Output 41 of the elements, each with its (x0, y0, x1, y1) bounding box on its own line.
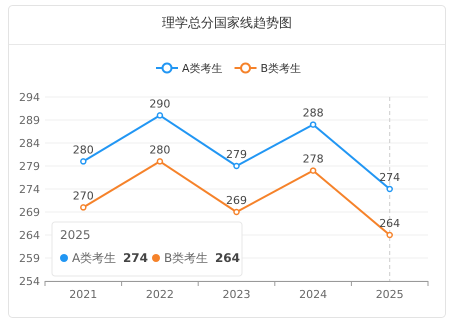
point (156, 158, 164, 165)
y-tick-label: 289 (19, 114, 40, 127)
x-tick-label: 2022 (146, 288, 174, 301)
point (80, 158, 87, 165)
y-tick-label: 264 (19, 229, 40, 242)
data-label: 279 (226, 148, 247, 161)
point (233, 162, 240, 170)
x-tick-label: 2025 (376, 288, 404, 301)
category-label: 2025 (60, 228, 91, 242)
x-tick-label: 2023 (222, 288, 250, 301)
data-label: 290 (149, 97, 170, 110)
y-tick-label: 259 (19, 252, 40, 265)
y-tick-label: 294 (19, 91, 40, 104)
data-label: 288 (302, 106, 324, 120)
point (80, 204, 87, 211)
point (310, 121, 316, 128)
data-label: 280 (72, 143, 94, 156)
x-tick-label: 2021 (69, 288, 98, 301)
point (386, 186, 393, 192)
text: A类考生 (72, 251, 116, 265)
data-label: 269 (226, 194, 247, 207)
data-label: 274 (379, 171, 400, 184)
data-label: 280 (149, 143, 170, 156)
legend-label: B类考生 (164, 251, 208, 265)
annotation: 264 (214, 251, 240, 265)
data-label: 278 (302, 152, 324, 166)
data-label: 270 (72, 189, 94, 202)
x-tick-label: 2024 (299, 288, 328, 301)
point (386, 232, 393, 238)
y-tick-label: 254 (19, 275, 40, 288)
y-tick-label: 284 (19, 137, 40, 150)
y-tick-label: 269 (19, 206, 40, 219)
legend-label: A类考生 (182, 62, 223, 75)
point (156, 112, 164, 119)
annotation: 274 (122, 251, 148, 265)
data-label: 264 (379, 217, 400, 230)
y-tick-label: 279 (19, 160, 40, 173)
point (233, 208, 240, 216)
chart-title: 理学总分国家线趋势图 (162, 15, 292, 31)
y-tick-label: 274 (19, 183, 40, 196)
point (310, 167, 316, 174)
